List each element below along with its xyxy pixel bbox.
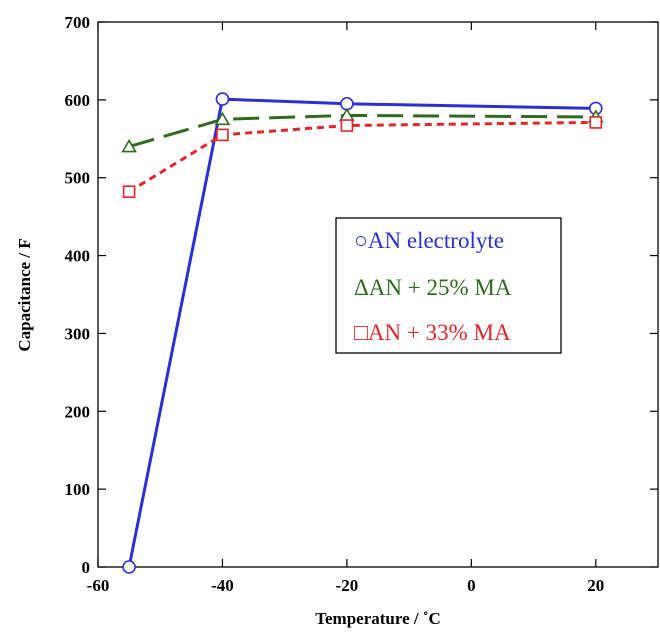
- series-line-an-33-ma: [128, 120, 596, 193]
- y-tick-label: 300: [65, 324, 91, 343]
- y-tick-label: 0: [82, 558, 91, 577]
- series-line-an-25-ma: [128, 113, 596, 149]
- data-point-an-electrolyte: [122, 560, 136, 574]
- legend-marker-triangle: Δ: [354, 275, 369, 300]
- legend-label: AN + 33% MA: [368, 320, 511, 345]
- legend-entry-an-25-ma: ΔAN + 25% MA: [354, 275, 512, 300]
- y-tick-label: 700: [65, 13, 91, 32]
- legend-marker-circle: ○: [354, 228, 368, 253]
- legend-box: [335, 217, 562, 354]
- x-tick-label: 0: [467, 576, 476, 595]
- y-tick-label: 200: [65, 402, 91, 421]
- y-axis: 0 100 200 300 400 500 600 700: [65, 13, 658, 577]
- series-line-an-electrolyte: [127, 97, 596, 568]
- x-tick-label: -60: [87, 576, 110, 595]
- y-tick-label: 400: [65, 247, 91, 266]
- data-point-an-electrolyte: [215, 92, 230, 106]
- y-tick-label: 500: [65, 169, 91, 188]
- legend-entry-an-33-ma: □AN + 33% MA: [354, 320, 511, 345]
- y-tick-label: 600: [65, 91, 91, 110]
- x-axis: -60 -40 -20 0 20: [87, 22, 604, 595]
- legend-marker-square: □: [354, 320, 368, 345]
- y-tick-label: 100: [65, 480, 91, 499]
- x-tick-label: -20: [336, 576, 359, 595]
- x-tick-label: 20: [587, 576, 604, 595]
- data-point-an-33-ma: [122, 185, 136, 199]
- legend: ○AN electrolyte ΔAN + 25% MA □AN + 33% M…: [335, 217, 562, 354]
- series-layer: [121, 92, 604, 574]
- data-point-an-33-ma: [340, 119, 354, 132]
- data-point-an-25-ma: [121, 138, 138, 153]
- data-point-an-25-ma: [214, 111, 231, 126]
- data-point-an-33-ma: [216, 128, 229, 142]
- legend-label: AN electrolyte: [368, 228, 504, 253]
- legend-entry-an-electrolyte: ○AN electrolyte: [354, 228, 504, 253]
- data-point-an-33-ma: [589, 116, 603, 129]
- y-axis-title: Capacitance / F: [15, 238, 34, 351]
- x-tick-label: -40: [211, 576, 234, 595]
- legend-label: AN + 25% MA: [369, 275, 512, 300]
- x-axis-title: Temperature / ˚C: [315, 609, 441, 628]
